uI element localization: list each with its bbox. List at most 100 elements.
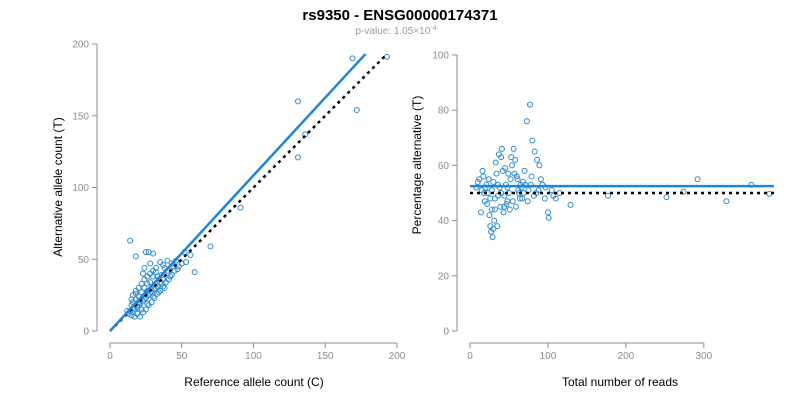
left-data-point: [183, 259, 190, 266]
left-data-point: [164, 257, 171, 264]
right-y-tick-label: 60: [438, 161, 450, 172]
right-data-point: [480, 173, 487, 180]
left-x-tick-label: 200: [389, 351, 406, 362]
right-data-point: [494, 223, 501, 230]
right-data-point: [545, 214, 552, 221]
right-data-point: [479, 167, 486, 174]
left-points: [124, 53, 390, 320]
right-y-axis-label: Percentage alternative (T): [410, 96, 424, 235]
left-data-point: [144, 300, 151, 307]
right-data-point: [694, 176, 701, 183]
right-x-axis-label: Total number of reads: [562, 375, 678, 389]
right-data-point: [531, 148, 538, 155]
right-data-point: [550, 192, 557, 199]
right-data-point: [516, 195, 523, 202]
left-data-point: [294, 154, 301, 161]
right-data-point: [491, 206, 498, 213]
right-data-point: [548, 187, 555, 194]
left-y-tick-label: 150: [72, 111, 89, 122]
right-data-point: [490, 225, 497, 232]
left-x-axis-label: Reference allele count (C): [184, 375, 323, 389]
right-data-point: [723, 198, 730, 205]
left-data-point: [160, 261, 167, 268]
right-y-tick-label: 80: [438, 106, 450, 117]
left-x-tick-label: 0: [107, 351, 113, 362]
left-data-point: [165, 276, 172, 283]
right-data-point: [511, 170, 518, 177]
left-data-point: [142, 249, 149, 256]
left-data-point: [137, 313, 144, 320]
left-data-point: [147, 260, 154, 267]
right-x-tick-label: 200: [618, 351, 635, 362]
right-data-point: [567, 201, 574, 208]
right-data-point: [497, 203, 504, 210]
left-x-tick-label: 50: [176, 351, 188, 362]
chart-subtitle: p-value: 1.05×10-4: [355, 25, 436, 37]
right-data-point: [498, 145, 505, 152]
left-data-point: [132, 253, 139, 260]
left-data-point: [134, 305, 141, 312]
right-data-point: [514, 176, 521, 183]
right-x-tick-label: 300: [696, 351, 713, 362]
right-data-point: [478, 187, 485, 194]
right-data-point: [503, 201, 510, 208]
right-data-point: [474, 178, 481, 185]
left-data-point: [147, 279, 154, 286]
left-fit-line: [109, 53, 367, 332]
left-data-point: [187, 251, 194, 258]
right-points: [473, 101, 773, 241]
left-data-point: [353, 107, 360, 114]
left-data-point: [207, 243, 214, 250]
left-y-tick-label: 50: [78, 255, 90, 266]
right-data-point: [663, 194, 670, 201]
right-y-tick-label: 100: [432, 51, 449, 62]
left-data-point: [168, 260, 175, 267]
right-y-tick-label: 20: [438, 271, 450, 282]
left-data-point: [161, 284, 168, 291]
left-x-tick-label: 150: [317, 351, 334, 362]
right-data-point: [500, 209, 507, 216]
right-x-tick-label: 100: [540, 351, 557, 362]
right-data-point: [493, 170, 500, 177]
left-data-point: [174, 266, 181, 273]
right-data-point: [487, 223, 494, 230]
left-data-point: [128, 296, 135, 303]
left-y-axis-label: Alternative allele count (T): [51, 117, 65, 256]
left-data-point: [157, 287, 164, 294]
left-data-point: [237, 204, 244, 211]
left-scatter-panel: 0 50 100 150 200 0 50 100 150 200: [72, 40, 405, 363]
right-data-point: [541, 195, 548, 202]
left-data-point: [294, 98, 301, 105]
left-data-point: [349, 55, 356, 62]
left-data-point: [142, 306, 149, 313]
right-data-point: [495, 151, 502, 158]
right-data-point: [523, 118, 530, 125]
right-data-point: [512, 203, 519, 210]
left-data-point: [157, 259, 164, 266]
right-data-point: [534, 156, 541, 163]
left-data-point: [127, 237, 134, 244]
right-data-point: [510, 145, 517, 152]
right-data-point: [485, 176, 492, 183]
right-data-point: [529, 137, 536, 144]
right-data-point: [507, 176, 514, 183]
left-data-point: [167, 273, 174, 280]
right-data-point: [491, 195, 498, 202]
left-data-point: [383, 53, 390, 60]
left-data-point: [151, 294, 158, 301]
left-data-point: [129, 309, 136, 316]
right-y-tick-label: 40: [438, 216, 450, 227]
right-data-point: [491, 217, 498, 224]
left-data-point: [168, 272, 175, 279]
left-data-point: [128, 312, 135, 319]
right-scatter-panel: 0 100 200 300 0 20 40 60 80 100: [432, 51, 774, 362]
left-data-point: [138, 280, 145, 287]
left-data-point: [191, 269, 198, 276]
right-data-point: [524, 198, 531, 205]
right-data-point: [680, 188, 687, 195]
left-reference-line: [109, 53, 388, 332]
right-data-point: [544, 209, 551, 216]
right-data-point: [488, 206, 495, 213]
